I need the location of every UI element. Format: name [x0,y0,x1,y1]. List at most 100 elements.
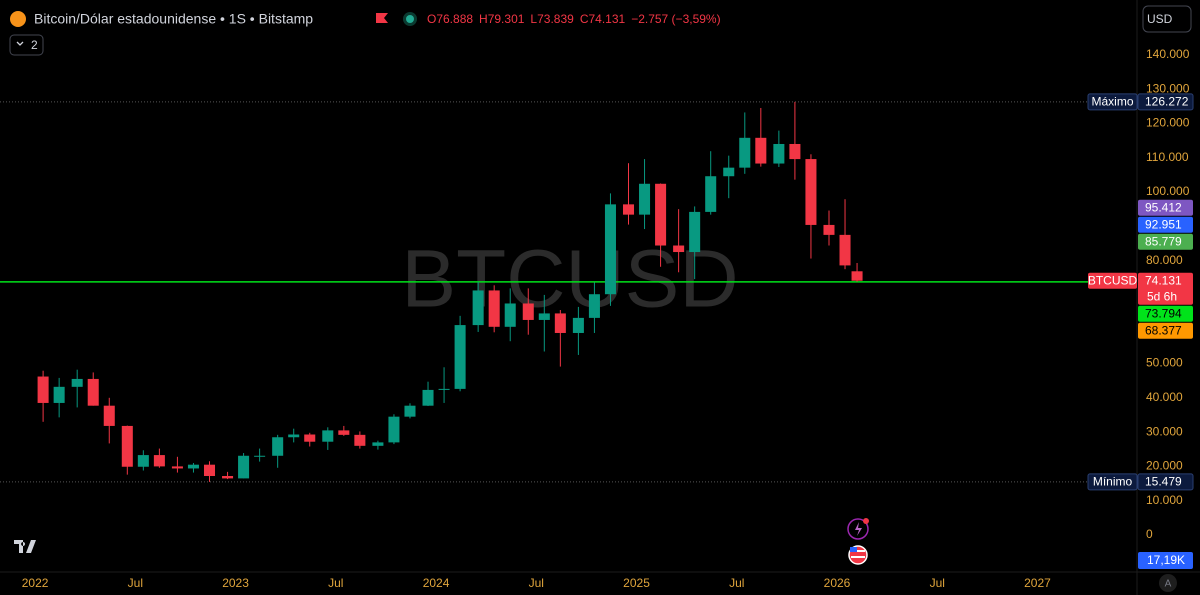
y-tick-label: 100.000 [1146,184,1190,198]
candle-body [103,405,115,426]
price-marker-label: 73.794 [1145,306,1182,320]
event-icon[interactable] [847,518,869,540]
tv-logo[interactable] [14,540,36,553]
candle-body [388,416,400,443]
flag-stripe [851,550,865,552]
price-marker [1138,272,1193,305]
y-tick-label: 0 [1146,527,1153,541]
candle-body [755,137,767,164]
price-marker [1138,216,1193,233]
candle-body [404,405,416,417]
price-marker-label: 95.412 [1145,200,1182,214]
indicators-count: 2 [31,38,38,52]
candle-body [153,455,165,467]
chevron-icon [16,41,24,46]
price-marker-name: Mínimo [1093,475,1133,489]
candle-body [137,455,149,467]
y-tick-label: 30.000 [1146,424,1183,438]
candle-body [288,434,300,438]
price-marker-label: 74.131 [1145,273,1182,287]
flag-icon[interactable] [376,13,388,23]
candle-body [823,224,835,235]
candle-body [254,455,266,457]
price-marker-name-box [1087,93,1138,111]
volume-marker [1138,552,1193,569]
price-marker [1138,322,1193,339]
x-tick-label: Jul [930,576,945,590]
candle-body [338,430,350,435]
candle-body [472,290,484,326]
candle-body [504,303,516,327]
candle-body [805,159,817,225]
price-marker-label: 68.377 [1145,323,1182,337]
price-marker [1137,93,1194,111]
candle-body [488,290,500,327]
y-tick-label: 80.000 [1146,253,1183,267]
candle-body [604,204,616,295]
y-tick-label: 130.000 [1146,81,1190,95]
candle-body [522,303,534,320]
y-tick-label: 40.000 [1146,390,1183,404]
scale-mode-button[interactable] [1159,574,1177,592]
candle-body [588,294,600,318]
indicators-button[interactable] [9,34,44,56]
currency-label: USD [1147,12,1173,26]
candle-body [689,211,701,253]
candle-body [723,167,735,177]
y-tick-label: 20.000 [1146,459,1183,473]
scale-mode-label: A [1165,579,1172,590]
y-tick-label: 140.000 [1146,47,1190,61]
candle-body [121,425,133,467]
event-icon [855,522,862,536]
volume-marker-label: 17,19K [1147,553,1185,567]
candle-body [538,313,550,320]
y-tick-label: 50.000 [1146,356,1183,370]
candle-body [171,466,183,469]
x-tick-label: 2024 [423,576,450,590]
candle-body [789,143,801,160]
flag-canton [850,547,857,552]
event-dot [863,518,869,524]
currency-button[interactable] [1142,5,1192,33]
candle-body [438,388,450,390]
candle-body [203,464,216,477]
x-tick-label: Jul [128,576,143,590]
candle-body [71,378,83,387]
price-marker-label: 92.951 [1145,217,1182,231]
price-marker-name-box [1087,473,1138,491]
price-marker [1138,199,1193,216]
countdown-label: 5d 6h [1147,289,1177,303]
flag-stripe [851,556,865,558]
x-tick-label: Jul [729,576,744,590]
y-tick-label: 110.000 [1146,150,1189,164]
candle-body [222,476,234,479]
candle-body [454,325,466,389]
status-icon [406,15,414,23]
ohlc-value: O76.888 [427,12,473,26]
ohlc-value: H79.301 [479,12,525,26]
x-tick-label: Jul [529,576,544,590]
price-marker-name-box [1088,272,1137,289]
x-tick-label: Jul [328,576,343,590]
symbol-icon [10,11,26,27]
candle-body [851,271,863,281]
candle-body [53,386,65,403]
price-marker [1138,233,1193,250]
price-marker-label: 15.479 [1145,475,1182,489]
price-marker-label: 85.779 [1145,234,1182,248]
candle-body [622,204,635,215]
ohlc-value: −2.757 (−3,59%) [631,12,720,26]
candle-body [739,137,751,168]
candle-body [773,143,785,164]
x-tick-label: 2026 [824,576,851,590]
x-tick-label: 2027 [1024,576,1051,590]
candle-body [372,442,384,446]
candle-body [37,376,49,403]
candle-body [655,183,667,246]
ohlc-value: C74.131 [580,12,626,26]
candle-body [705,176,717,212]
y-tick-label: 120.000 [1146,116,1190,130]
